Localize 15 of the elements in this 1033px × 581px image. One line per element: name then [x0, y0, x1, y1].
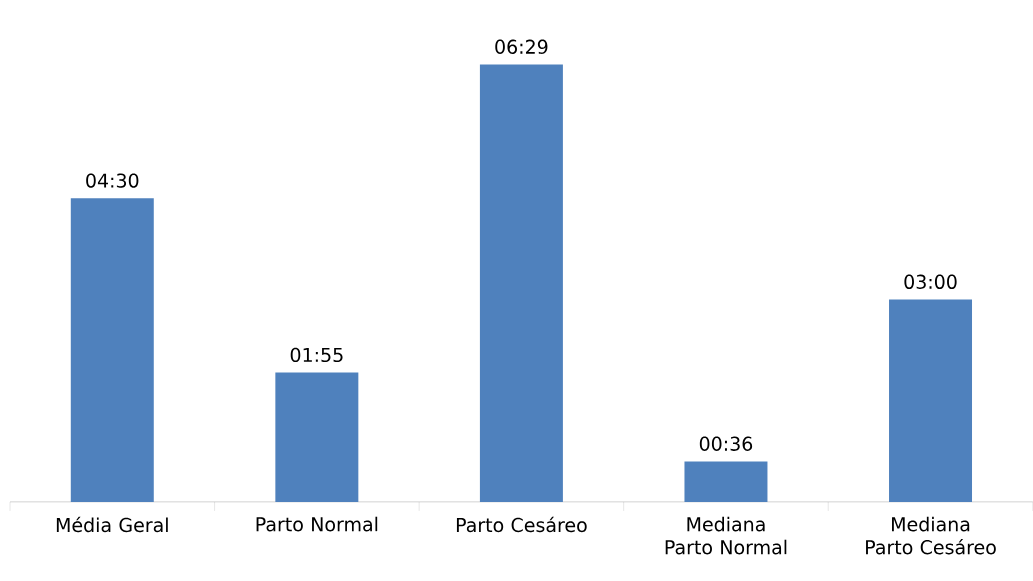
- data-label: 06:29: [495, 39, 548, 54]
- data-label: 03:00: [904, 274, 957, 290]
- x-tick-label: Parto Cesáreo: [456, 516, 587, 533]
- bar: [889, 299, 973, 502]
- data-label: 01:55: [290, 347, 343, 363]
- x-tick-label: Mediana Parto Cesáreo: [866, 516, 996, 555]
- data-label: 00:36: [699, 436, 753, 451]
- bar: [479, 64, 563, 502]
- bar: [684, 461, 768, 502]
- bar: [275, 372, 359, 502]
- bar: [70, 198, 154, 502]
- x-tick-label: Mediana Parto Normal: [665, 516, 787, 555]
- x-tick-label: Média Geral: [56, 516, 168, 533]
- data-label: 04:30: [86, 173, 139, 188]
- x-tick-label: Parto Normal: [256, 516, 378, 532]
